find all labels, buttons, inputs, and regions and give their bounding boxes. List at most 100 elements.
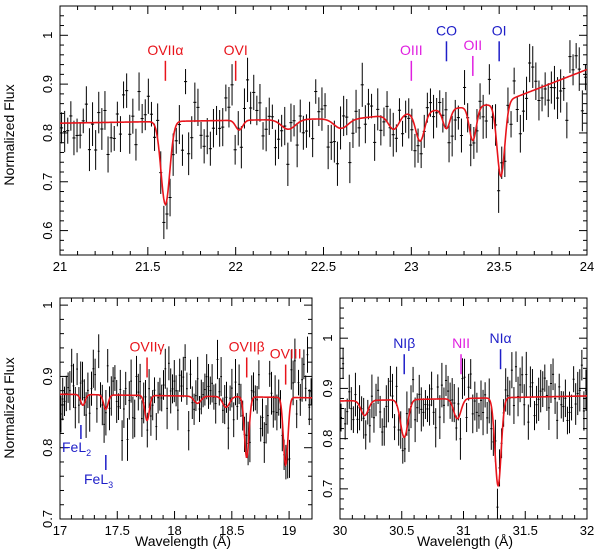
top-data-point: [295, 122, 299, 168]
bottom-right-data-point: [447, 375, 450, 407]
top-data-point: [314, 79, 318, 104]
top-data-point: [335, 141, 339, 186]
bottom-right-data-point: [430, 371, 433, 407]
top-data-point: [267, 97, 271, 135]
top-x-tick-label: 21.5: [135, 259, 160, 274]
bottom-right-data-point: [514, 351, 518, 383]
top-data-point: [75, 118, 79, 153]
bottom-left-line-label: OVIIβ: [229, 338, 265, 354]
top-data-point: [103, 91, 107, 130]
bottom-left-data-point: [259, 415, 262, 442]
bottom-right-y-tick-label: 0.9: [320, 379, 335, 397]
bottom-right-x-tick-label: 30.5: [389, 523, 414, 538]
bottom-left-fe-label: FeL3: [84, 471, 113, 490]
top-data-point: [326, 124, 330, 170]
bottom-right-data-point: [403, 435, 406, 463]
bottom-left-data-point: [294, 338, 296, 384]
bottom-right-data-point: [383, 407, 386, 446]
bottom-left-data-point: [159, 377, 161, 411]
bottom-left-data-point: [258, 360, 260, 390]
bottom-left-data-point: [191, 386, 194, 419]
bottom-left-data-point: [87, 372, 89, 409]
top-data-point: [370, 93, 374, 119]
top-data-point: [233, 134, 237, 165]
bottom-right-data-point: [552, 358, 555, 391]
bottom-right-data-point: [432, 399, 435, 425]
top-data-point: [549, 71, 553, 104]
top-data-point: [376, 88, 380, 131]
bottom-left-data-point: [171, 374, 174, 404]
bottom-right-x-tick-label: 31.5: [513, 523, 538, 538]
bottom-right-data-point: [556, 401, 559, 440]
top-data-point: [252, 74, 256, 111]
top-x-tick-label: 23.5: [487, 259, 512, 274]
bottom-right-data-point: [582, 391, 585, 431]
bottom-left-data-point: [227, 406, 230, 450]
bottom-left-data-point: [267, 397, 269, 434]
top-data-point: [283, 106, 287, 146]
bottom-left-data-point: [135, 355, 138, 398]
top-data-points: [60, 40, 587, 240]
bottom-left-data-point: [123, 390, 125, 428]
top-data-point: [397, 98, 401, 123]
top-y-tick-label: 0.9: [40, 75, 55, 93]
top-data-point: [385, 91, 389, 122]
top-data-point: [208, 131, 212, 166]
bottom-right-data-point: [576, 371, 579, 416]
bottom-right-data-point: [451, 378, 454, 422]
bottom-left-data-point: [153, 377, 156, 404]
bottom-right-data-point: [348, 374, 351, 409]
bottom-right-data-point: [401, 437, 404, 464]
top-data-point: [112, 125, 116, 151]
top-y-tick-label: 0.8: [40, 124, 55, 142]
bottom-right-data-point: [412, 366, 415, 393]
bottom-left-data-point: [78, 387, 80, 424]
top-data-point: [91, 102, 95, 147]
bottom-right-data-point: [385, 385, 388, 428]
top-y-axis-title: Normalized Flux: [1, 84, 17, 185]
top-data-point: [153, 123, 157, 151]
bottom-left-data-point: [299, 383, 302, 416]
top-data-point: [515, 97, 519, 122]
bottom-right-data-point: [346, 398, 349, 425]
bottom-left-line-label: OVIIγ: [130, 338, 165, 354]
bottom-left-data-point: [132, 396, 134, 439]
top-data-point: [286, 142, 290, 186]
bottom-right-data-point: [467, 373, 470, 401]
bottom-left-data-point: [261, 398, 264, 437]
top-data-point: [106, 136, 110, 173]
top-data-point: [329, 124, 333, 160]
bottom-right-data-point: [519, 367, 522, 403]
bottom-left-data-point: [88, 394, 91, 432]
bottom-left-data-point: [268, 360, 271, 387]
bottom-left-x-tick-label: 19: [282, 523, 296, 538]
top-data-point: [168, 178, 172, 217]
bottom-right-data-point: [440, 362, 443, 408]
top-data-point: [193, 82, 197, 123]
bottom-right-x-tick-label: 31: [456, 523, 470, 538]
bottom-left-data-point: [218, 377, 221, 406]
bottom-right-data-point: [416, 393, 419, 423]
bottom-right-data-point: [531, 369, 534, 397]
top-data-point: [187, 132, 191, 176]
top-data-point: [273, 129, 277, 166]
bottom-left-data-point: [178, 358, 181, 392]
bottom-left-data-point: [67, 372, 69, 403]
bottom-right-data-point: [414, 397, 417, 443]
top-data-point: [264, 107, 268, 152]
top-plot-frame: [59, 5, 588, 256]
panel-bottom-right: 30 30.5 31 31.5 32 0.7 0.8 0.9 1 NIβ NII NIα: [320, 297, 594, 538]
top-data-point: [379, 115, 383, 146]
bottom-left-data-point: [130, 359, 132, 403]
top-data-point: [394, 124, 398, 153]
bottom-left-data-point: [117, 393, 120, 420]
bottom-left-x-tick-label: 18.5: [219, 523, 244, 538]
bottom-right-data-point: [420, 387, 423, 432]
bottom-right-data-point: [510, 352, 513, 389]
bottom-right-data-point: [578, 369, 581, 412]
bottom-right-data-point: [395, 366, 398, 406]
bottom-right-data-point: [362, 397, 365, 439]
bottom-left-data-point: [304, 375, 307, 402]
bottom-right-data-point: [523, 384, 526, 426]
bottom-left-data-point: [216, 339, 219, 380]
